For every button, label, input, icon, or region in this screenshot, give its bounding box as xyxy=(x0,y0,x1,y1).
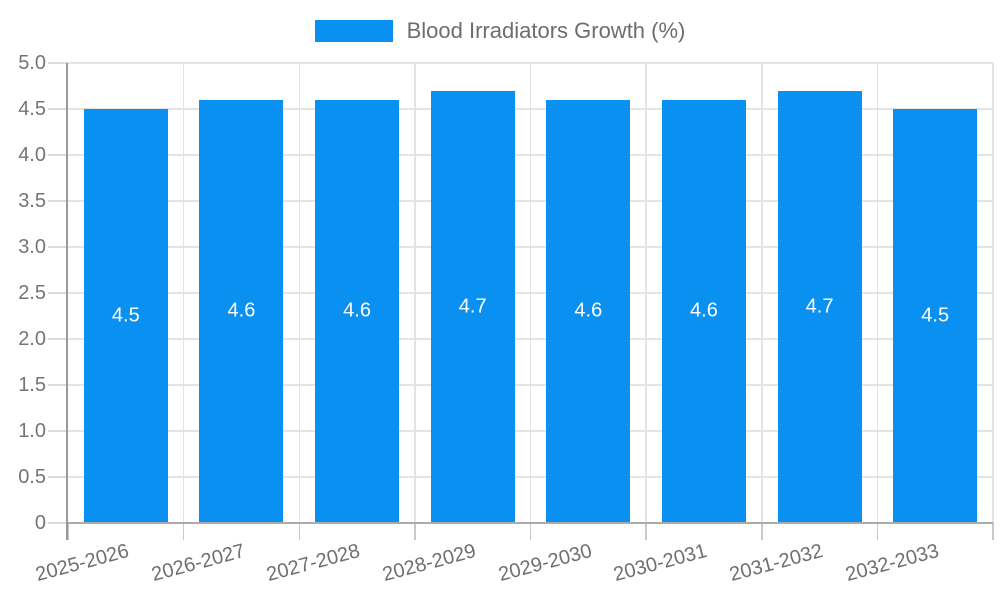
y-axis-tick-label: 3.5 xyxy=(18,190,46,212)
bar-value-label: 4.7 xyxy=(458,295,487,318)
bar-value-label: 4.7 xyxy=(805,295,834,318)
x-axis-tick xyxy=(414,523,416,540)
x-axis-category-label: 2031-2032 xyxy=(727,540,826,587)
y-axis-tick-label: 0 xyxy=(34,512,46,534)
x-gridline xyxy=(298,63,300,523)
y-axis-tick xyxy=(48,154,68,156)
legend-label: Blood Irradiators Growth (%) xyxy=(406,18,686,43)
x-axis-tick xyxy=(876,523,879,540)
y-axis-tick xyxy=(48,476,68,478)
x-axis-category-label: 2030-2031 xyxy=(611,540,710,587)
y-axis-line xyxy=(66,63,68,540)
y-axis-tick-label: 3.0 xyxy=(18,236,46,258)
y-axis-tick-label: 1.0 xyxy=(18,420,46,442)
y-axis-tick xyxy=(48,522,68,524)
y-axis-tick xyxy=(48,62,68,64)
x-axis-category-label: 2025-2026 xyxy=(33,540,132,587)
x-gridline xyxy=(876,63,879,523)
bar xyxy=(199,99,284,523)
y-axis-tick xyxy=(48,430,68,432)
x-gridline xyxy=(761,63,763,523)
x-axis-tick xyxy=(761,523,763,540)
x-gridline xyxy=(529,63,532,523)
bar-value-label: 4.6 xyxy=(690,299,718,322)
x-axis-tick xyxy=(645,523,647,540)
x-gridline xyxy=(992,63,994,523)
x-gridline xyxy=(182,63,185,523)
bar xyxy=(83,109,168,523)
y-axis-tick-label: 4.5 xyxy=(18,98,46,120)
bar xyxy=(893,109,978,523)
x-axis-category-label: 2026-2027 xyxy=(149,540,248,587)
y-axis-tick-label: 2.5 xyxy=(18,282,46,304)
bar xyxy=(315,99,400,523)
x-axis-tick xyxy=(992,523,994,540)
y-axis-tick xyxy=(48,200,68,202)
chart-legend: Blood Irradiators Growth (%) xyxy=(0,18,1000,44)
y-axis-tick-label: 0.5 xyxy=(18,466,46,488)
bar xyxy=(546,99,631,523)
bar xyxy=(430,90,515,523)
bar-value-label: 4.5 xyxy=(921,304,950,327)
y-axis-tick-label: 4.0 xyxy=(18,144,46,166)
bar-value-label: 4.6 xyxy=(343,299,371,322)
x-axis-baseline xyxy=(68,522,993,524)
y-axis-tick xyxy=(48,292,68,294)
x-axis-tick xyxy=(182,523,185,540)
x-gridline xyxy=(645,63,647,523)
y-axis-tick xyxy=(48,384,68,386)
bar-value-label: 4.5 xyxy=(111,304,140,327)
x-axis-tick xyxy=(298,523,300,540)
y-axis-tick-label: 1.5 xyxy=(18,374,46,396)
x-axis-category-label: 2027-2028 xyxy=(264,540,363,587)
y-axis-tick xyxy=(48,108,68,110)
y-axis-tick-label: 2.0 xyxy=(18,328,46,350)
x-axis-category-label: 2029-2030 xyxy=(495,540,595,587)
y-axis-tick-label: 5.0 xyxy=(18,52,46,74)
bar-value-label: 4.6 xyxy=(574,299,603,322)
bar xyxy=(661,99,746,523)
y-axis-tick xyxy=(48,338,68,340)
bar xyxy=(777,90,862,523)
x-axis-category-label: 2028-2029 xyxy=(380,540,479,587)
y-axis-tick xyxy=(48,246,68,248)
x-gridline xyxy=(414,63,416,523)
legend-swatch xyxy=(314,20,393,42)
bar-value-label: 4.6 xyxy=(227,299,256,322)
x-axis-tick xyxy=(67,523,69,540)
x-axis-tick xyxy=(529,523,532,540)
x-axis-category-label: 2032-2033 xyxy=(842,540,941,587)
